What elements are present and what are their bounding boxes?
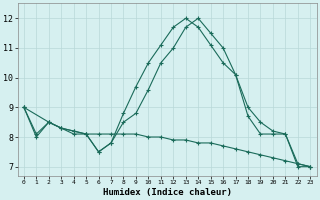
X-axis label: Humidex (Indice chaleur): Humidex (Indice chaleur) xyxy=(103,188,232,197)
